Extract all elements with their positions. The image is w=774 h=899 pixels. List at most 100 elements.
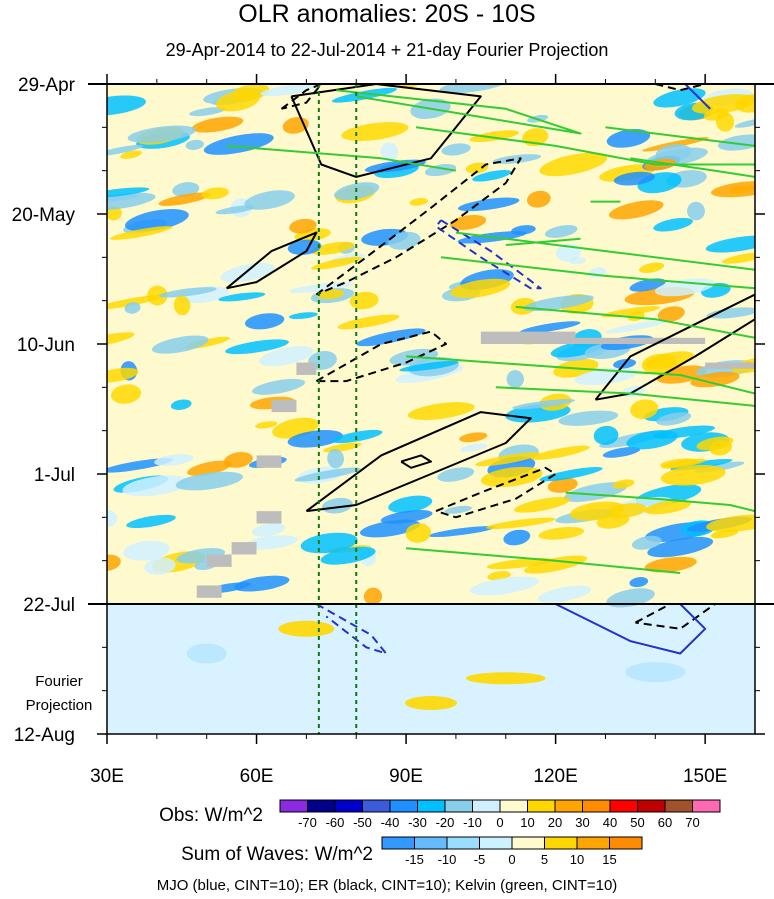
anomaly-patch bbox=[523, 294, 594, 312]
anomaly-patch bbox=[154, 454, 194, 466]
anomaly-patch bbox=[526, 190, 551, 208]
anomaly-patch bbox=[331, 87, 398, 103]
obs-colorbar-swatch bbox=[664, 799, 693, 813]
anomaly-patch bbox=[251, 523, 286, 537]
anomaly-patch bbox=[320, 546, 376, 565]
anomaly-patch bbox=[107, 192, 156, 211]
obs-colorbar-tick-label: -40 bbox=[381, 815, 400, 830]
anomaly-patch bbox=[644, 499, 692, 515]
anomaly-patch bbox=[469, 576, 540, 596]
anomaly-patch bbox=[629, 577, 649, 588]
y-tick-label: 1-Jul bbox=[34, 465, 75, 486]
anomaly-patch bbox=[232, 84, 270, 101]
anomaly-patch bbox=[110, 226, 173, 240]
x-tick-label: 150E bbox=[683, 766, 727, 787]
waves-colorbar-tick-label: 5 bbox=[541, 852, 548, 867]
anomaly-patch bbox=[175, 471, 244, 491]
anomaly-patch bbox=[601, 306, 660, 318]
er-contour bbox=[315, 330, 447, 383]
anomaly-patch bbox=[539, 152, 608, 177]
kelvin-contour bbox=[455, 231, 755, 271]
anomaly-patch bbox=[255, 421, 278, 429]
anomaly-patch bbox=[657, 306, 685, 322]
anomaly-patch bbox=[449, 214, 487, 230]
chart-subtitle: 29-Apr-2014 to 22-Jul-2014 + 21-day Four… bbox=[165, 40, 609, 60]
waves-colorbar-tick-label: -15 bbox=[405, 852, 424, 867]
projection-patch bbox=[465, 672, 546, 685]
er-contour bbox=[305, 411, 532, 513]
anomaly-patch bbox=[441, 143, 471, 156]
kelvin-contour bbox=[495, 386, 755, 407]
er-contour bbox=[225, 231, 318, 290]
anomaly-patch bbox=[124, 302, 141, 314]
waves-colorbar-swatch bbox=[576, 836, 610, 850]
projection-patch bbox=[625, 662, 686, 683]
y-tick-label: 20-May bbox=[12, 205, 76, 226]
chart-title: OLR anomalies: 20S - 10S bbox=[238, 0, 536, 28]
olr-hovmoller-chart: 29-Apr 20-May 10-Jun 1-Jul 22-Jul 12-Aug 30E 60… bbox=[12, 74, 774, 867]
kelvin-contour bbox=[505, 237, 581, 246]
anomaly-patch bbox=[170, 399, 192, 410]
kelvin-contour bbox=[226, 144, 457, 172]
obs-colorbar-swatch bbox=[637, 799, 666, 813]
anomaly-patch bbox=[287, 239, 322, 255]
anomaly-patch bbox=[225, 339, 289, 355]
missing-data-block bbox=[271, 399, 297, 413]
er-contour bbox=[655, 84, 706, 92]
missing-data-block bbox=[256, 455, 282, 468]
anomaly-patch bbox=[722, 252, 755, 264]
anomaly-patch bbox=[524, 555, 588, 574]
missing-data-block bbox=[575, 337, 706, 344]
waves-colorbar-tick-label: 10 bbox=[570, 852, 584, 867]
kelvin-contour bbox=[440, 256, 755, 290]
anomaly-patch bbox=[327, 448, 344, 469]
anomaly-patch bbox=[480, 466, 543, 488]
anomaly-patch bbox=[294, 467, 361, 482]
anomaly-patch bbox=[512, 399, 576, 410]
projection-patch bbox=[278, 620, 335, 637]
missing-data-block bbox=[296, 362, 317, 375]
waves-colorbar-tick-label: -5 bbox=[474, 852, 486, 867]
er-contour bbox=[400, 454, 432, 469]
anomaly-patch bbox=[220, 262, 275, 283]
waves-colorbar-swatch bbox=[446, 836, 480, 850]
anomaly-patch bbox=[519, 321, 581, 334]
anomaly-patch bbox=[465, 162, 489, 174]
anomaly-patch bbox=[613, 171, 655, 186]
waves-colorbar-swatch bbox=[381, 836, 415, 850]
kelvin-contour bbox=[605, 126, 755, 147]
anomaly-patch bbox=[472, 169, 512, 182]
anomaly-patch bbox=[191, 116, 244, 133]
anomaly-patch bbox=[185, 139, 204, 150]
obs-colorbar-swatch bbox=[334, 799, 363, 813]
anomaly-patch bbox=[606, 588, 655, 608]
anomaly-patch bbox=[405, 523, 432, 543]
anomaly-patch bbox=[151, 335, 209, 354]
anomaly-patch bbox=[158, 192, 211, 206]
missing-data-block bbox=[206, 554, 232, 567]
anomaly-patch bbox=[486, 557, 553, 570]
anomaly-patch bbox=[630, 399, 659, 419]
anomaly-patch bbox=[234, 575, 290, 592]
waves-colorbar-swatch bbox=[511, 836, 545, 850]
anomaly-patch bbox=[444, 505, 472, 514]
obs-colorbar-swatch bbox=[472, 799, 501, 813]
obs-colorbar-tick-label: 20 bbox=[548, 815, 562, 830]
wave-contour-legend: MJO (blue, CINT=10); ER (black, CINT=10)… bbox=[156, 877, 618, 894]
obs-colorbar-swatch bbox=[692, 799, 721, 813]
anomaly-patch bbox=[602, 446, 641, 458]
anomaly-patch bbox=[409, 198, 428, 206]
anomaly-patch bbox=[569, 501, 625, 521]
anomaly-patch bbox=[388, 231, 421, 250]
er-contour bbox=[280, 84, 323, 110]
anomaly-patch bbox=[647, 536, 714, 558]
missing-data-block bbox=[196, 585, 222, 598]
anomaly-patch bbox=[503, 529, 531, 546]
anomaly-patch bbox=[187, 460, 232, 476]
anomaly-patch bbox=[660, 465, 726, 486]
anomaly-patch bbox=[687, 201, 705, 221]
missing-data-block bbox=[705, 362, 755, 369]
kelvin-contour bbox=[336, 89, 582, 135]
anomaly-patch bbox=[538, 526, 585, 540]
er-contour bbox=[435, 466, 557, 519]
